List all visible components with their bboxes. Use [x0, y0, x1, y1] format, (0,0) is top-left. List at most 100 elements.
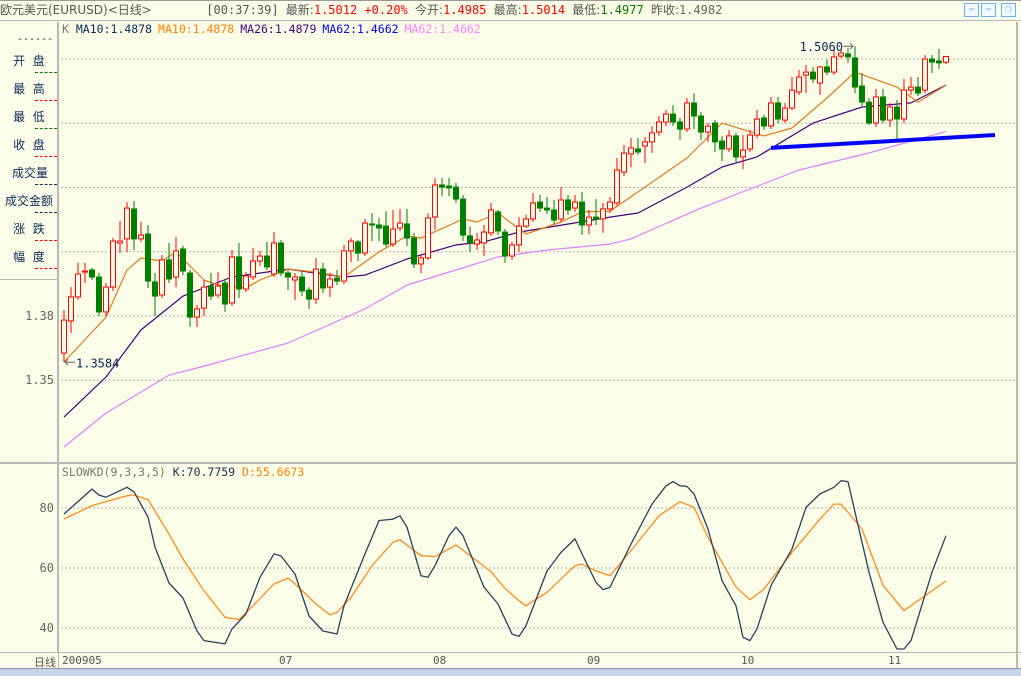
low-value: 1.4977	[600, 3, 644, 17]
candle-down	[537, 201, 543, 209]
candle-up	[838, 52, 844, 57]
candle-up	[61, 319, 67, 354]
status-bar	[0, 668, 1021, 676]
candle-down	[446, 185, 452, 189]
low-label: 最低:	[572, 3, 601, 17]
candle-up	[327, 278, 333, 288]
prev-close-value: 1.4982	[678, 3, 723, 17]
candle-down	[411, 237, 417, 265]
candle-down	[180, 248, 186, 272]
date-label: 09	[587, 654, 601, 667]
candle-up	[642, 141, 648, 147]
candle-down	[236, 256, 242, 290]
kd-tick-label: 80	[40, 501, 54, 515]
info-value-placeholder-1	[35, 100, 57, 101]
candle-down	[376, 224, 382, 229]
next-button[interactable]: ⇨	[981, 3, 996, 17]
candle-down	[880, 96, 886, 121]
candle-up	[362, 222, 368, 254]
min-arrow-icon	[64, 358, 75, 366]
candle-up	[103, 286, 109, 313]
candle-down	[208, 285, 214, 297]
candle-down	[691, 102, 697, 117]
candle-down	[698, 115, 704, 133]
candle-up	[740, 149, 746, 158]
candle-down	[145, 233, 151, 282]
candle-up	[621, 152, 627, 173]
restore-window-icon: ❐	[1005, 4, 1012, 15]
legend-item-0: MA10:1.4878	[75, 22, 153, 36]
candle-down	[460, 198, 466, 236]
candle-down	[544, 207, 550, 211]
candle-up	[607, 201, 613, 210]
candle-up	[117, 240, 123, 244]
candle-down	[719, 140, 725, 150]
candle-up	[817, 66, 823, 84]
candle-up	[75, 273, 81, 298]
candle-down	[264, 255, 270, 268]
candle-down	[502, 231, 508, 257]
candle-down	[824, 66, 830, 73]
instrument-title: 欧元美元(EURUSD)<日线>	[0, 3, 152, 17]
candle-up	[173, 250, 179, 278]
candle-down	[404, 223, 410, 239]
ma-legend: K MA10:1.4878 MA10:1.4878 MA26:1.4879 MA62:…	[62, 22, 487, 37]
prev-arrow-icon: ⇦	[968, 4, 975, 15]
price-tick-label: 1.35	[25, 373, 54, 387]
candle-down	[635, 148, 641, 153]
candle-down	[859, 85, 865, 103]
info-label-1: 最 高	[13, 82, 45, 96]
candle-up	[432, 184, 438, 218]
candle-down	[677, 121, 683, 130]
candle-up	[159, 259, 165, 296]
candle-up	[243, 275, 249, 290]
trendline	[770, 133, 996, 150]
candle-up	[124, 207, 130, 240]
candle-up	[292, 276, 298, 281]
candle-up	[229, 256, 235, 304]
max-price-label: 1.5060	[800, 40, 843, 54]
candle-down	[845, 53, 851, 58]
candle-up	[509, 244, 515, 257]
candle-up	[488, 209, 494, 234]
info-value-placeholder-0	[35, 72, 57, 73]
candle-up	[663, 113, 669, 123]
kd-k-value: K:70.7759	[172, 465, 236, 479]
candle-up	[397, 222, 403, 229]
restore-button[interactable]: ❐	[1001, 3, 1016, 17]
kd-tick-label: 60	[40, 561, 54, 575]
prev-button[interactable]: ⇦	[964, 3, 979, 17]
candle-up	[943, 55, 949, 63]
info-label-0: 开 盘	[13, 54, 45, 68]
candle-down	[96, 276, 102, 313]
kd-tick-label: 40	[40, 621, 54, 635]
date-label: 10	[741, 654, 755, 667]
candle-up	[215, 285, 221, 296]
candle-up	[586, 216, 592, 226]
top-dash: ------	[17, 34, 54, 45]
candle-down	[467, 235, 473, 244]
candle-down	[775, 102, 781, 120]
candle-down	[712, 122, 718, 143]
candle-up	[628, 147, 634, 155]
kd-d-value: D:55.6673	[242, 465, 305, 479]
candle-up	[572, 201, 578, 209]
candle-up	[425, 217, 431, 259]
kd-title: SLOWKD(9,3,3,5)	[62, 465, 166, 479]
quote-info-panel: ------ 开 盘最 高最 低收 盘成交量 成交金额涨 跌幅 度	[0, 22, 59, 280]
candle-up	[271, 242, 277, 275]
candle-down	[894, 106, 900, 120]
candle-up	[789, 89, 795, 109]
candle-down	[593, 216, 599, 220]
candle-down	[929, 58, 935, 63]
legend-item-4: MA62:1.4662	[404, 22, 481, 36]
axis-period-label: 日线	[34, 656, 56, 669]
candle-down	[383, 225, 389, 245]
next-arrow-icon: ⇨	[985, 4, 992, 15]
info-value-placeholder-3	[35, 156, 57, 157]
candle-down	[579, 201, 585, 226]
info-value-placeholder-5	[35, 212, 57, 213]
candle-up	[649, 132, 655, 143]
candle-up	[803, 71, 809, 76]
